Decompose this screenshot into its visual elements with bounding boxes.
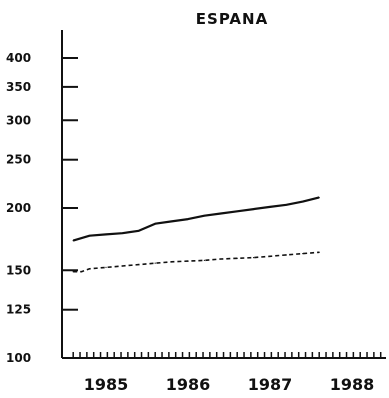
- data-point: [285, 254, 287, 256]
- data-point: [154, 223, 156, 225]
- data-point: [253, 257, 255, 259]
- data-point: [302, 253, 304, 255]
- x-tick-label: 1987: [248, 375, 293, 394]
- data-point: [203, 215, 205, 217]
- data-point: [89, 235, 91, 237]
- data-point: [105, 233, 107, 236]
- x-tick-label: 1985: [84, 375, 129, 394]
- series-line-dashed: [73, 251, 320, 273]
- data-point: [285, 204, 287, 206]
- data-point: [302, 201, 304, 203]
- data-point: [138, 230, 140, 232]
- y-tick-label: 150: [6, 263, 31, 277]
- data-point: [72, 271, 74, 273]
- data-point: [318, 251, 320, 253]
- data-point: [187, 218, 189, 220]
- data-point: [121, 232, 123, 234]
- data-point: [318, 196, 320, 199]
- data-point: [138, 263, 140, 266]
- x-axis-ticks: 1985 1986 1987 1988: [72, 352, 382, 394]
- data-point: [89, 268, 91, 270]
- data-point: [269, 255, 271, 257]
- data-point: [105, 266, 107, 268]
- y-tick-label: 350: [6, 80, 31, 94]
- x-tick-label: 1986: [166, 375, 211, 394]
- y-tick-label: 100: [6, 351, 31, 365]
- y-tick-label: 250: [6, 153, 31, 167]
- data-point: [72, 240, 74, 242]
- data-point: [146, 226, 148, 228]
- data-point: [80, 271, 82, 273]
- y-axis-ticks: 100 125 150 200 250 300 350 400: [6, 51, 78, 365]
- data-point: [187, 260, 189, 262]
- data-point: [171, 261, 173, 263]
- data-point: [253, 208, 255, 210]
- y-tick-label: 400: [6, 51, 31, 65]
- data-point: [121, 265, 123, 267]
- x-tick-label: 1988: [330, 375, 375, 394]
- data-point: [269, 206, 271, 208]
- series-lines: [72, 196, 320, 273]
- data-point: [154, 262, 156, 264]
- series-line-solid: [72, 196, 320, 242]
- chart-title: ESPANA: [196, 10, 268, 28]
- y-tick-label: 200: [6, 201, 31, 215]
- data-point: [236, 257, 238, 259]
- data-point: [220, 258, 222, 260]
- axes: [61, 30, 386, 359]
- data-point: [171, 220, 173, 222]
- data-point: [220, 212, 222, 215]
- data-point: [236, 210, 238, 212]
- y-tick-label: 300: [6, 113, 31, 127]
- data-point: [203, 259, 205, 261]
- y-tick-label: 125: [6, 303, 31, 317]
